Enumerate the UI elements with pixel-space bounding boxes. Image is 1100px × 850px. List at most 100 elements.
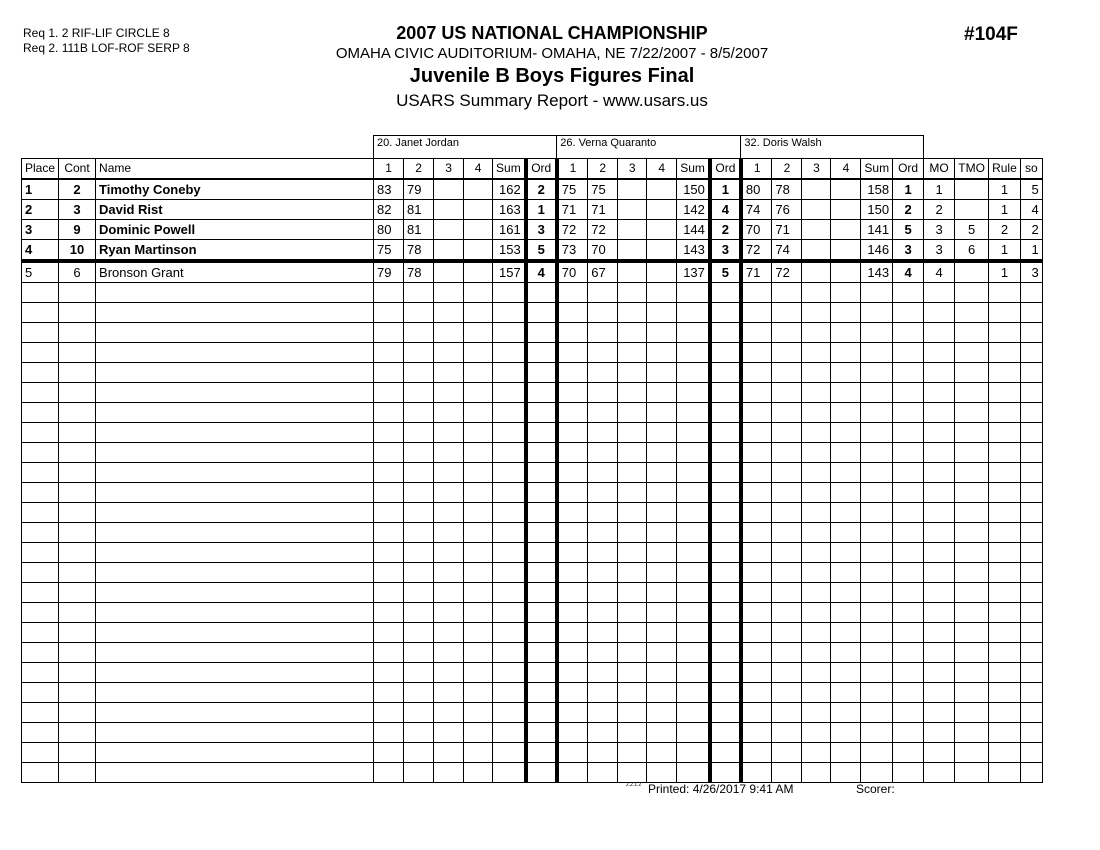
score-cell xyxy=(433,442,465,463)
score-cell: 75 xyxy=(587,178,619,200)
score-cell: 74 xyxy=(740,199,773,220)
table-row xyxy=(20,542,1043,563)
score-cell xyxy=(801,582,832,603)
score-cell xyxy=(830,642,862,663)
score-cell xyxy=(373,482,405,503)
cont-cell xyxy=(58,562,97,583)
score-cell xyxy=(463,442,494,463)
score-cell xyxy=(556,742,589,763)
score-cell xyxy=(646,422,678,443)
ordinal-cell xyxy=(892,702,925,723)
score-cell xyxy=(587,682,619,703)
score-cell xyxy=(801,622,832,643)
score-cell xyxy=(463,322,494,343)
score-cell xyxy=(740,482,773,503)
score-cell xyxy=(801,362,832,383)
score-cell xyxy=(433,702,465,723)
score-cell xyxy=(830,582,862,603)
table-row xyxy=(20,282,1043,303)
ordinal-cell xyxy=(892,402,925,423)
score-cell xyxy=(373,362,405,383)
score-cell xyxy=(403,482,435,503)
score-cell xyxy=(646,722,678,743)
score-cell xyxy=(433,219,465,240)
mo-cell xyxy=(923,582,956,603)
sum-cell: 144 xyxy=(676,219,711,240)
score-cell xyxy=(740,582,773,603)
score-cell xyxy=(801,522,832,543)
score-cell xyxy=(587,582,619,603)
score-cell xyxy=(556,542,589,563)
so-cell xyxy=(1019,522,1043,543)
ordinal-cell xyxy=(892,282,925,303)
score-cell xyxy=(463,502,494,523)
score-cell xyxy=(830,682,862,703)
mo-cell xyxy=(923,562,956,583)
sum-cell xyxy=(676,342,711,363)
score-cell xyxy=(433,322,465,343)
name-cell xyxy=(95,302,375,323)
table-row xyxy=(20,522,1043,543)
score-cell xyxy=(740,282,773,303)
score-cell: 78 xyxy=(403,239,435,263)
place-cell xyxy=(20,642,60,663)
sum-cell xyxy=(492,722,527,743)
tmo-cell xyxy=(954,282,990,303)
score-cell xyxy=(771,622,803,643)
sum-cell xyxy=(860,442,894,463)
score-cell xyxy=(433,382,465,403)
so-cell xyxy=(1019,362,1043,383)
ordinal-cell xyxy=(892,342,925,363)
score-cell: 71 xyxy=(587,199,619,220)
score-cell xyxy=(617,482,648,503)
sum-cell xyxy=(676,462,711,483)
name-cell xyxy=(95,382,375,403)
score-cell xyxy=(587,462,619,483)
score-cell xyxy=(556,342,589,363)
ordinal-cell xyxy=(523,742,559,763)
place-cell xyxy=(20,622,60,643)
sum-cell xyxy=(676,282,711,303)
score-cell: 70 xyxy=(556,260,589,283)
header-score: Ord xyxy=(892,158,925,180)
sum-cell xyxy=(676,302,711,323)
mo-cell xyxy=(923,422,956,443)
score-cell xyxy=(617,382,648,403)
score-cell xyxy=(617,582,648,603)
ordinal-cell xyxy=(523,382,559,403)
rule-cell xyxy=(988,462,1021,483)
score-cell xyxy=(587,542,619,563)
score-cell xyxy=(433,239,465,263)
score-cell xyxy=(646,219,678,240)
score-cell xyxy=(830,742,862,763)
score-cell xyxy=(830,342,862,363)
score-cell xyxy=(740,542,773,563)
cont-cell xyxy=(58,402,97,423)
mo-cell xyxy=(923,382,956,403)
rule-cell xyxy=(988,722,1021,743)
sum-cell xyxy=(492,342,527,363)
score-cell xyxy=(740,522,773,543)
name-cell xyxy=(95,642,375,663)
score-cell xyxy=(830,402,862,423)
score-cell xyxy=(433,362,465,383)
footer-code: 2.2.1.2 xyxy=(626,782,642,788)
ordinal-cell xyxy=(707,682,743,703)
rule-cell xyxy=(988,502,1021,523)
sum-cell xyxy=(860,302,894,323)
place-cell xyxy=(20,682,60,703)
score-cell xyxy=(801,722,832,743)
sum-cell xyxy=(492,682,527,703)
mo-cell xyxy=(923,642,956,663)
rule-cell xyxy=(988,702,1021,723)
so-cell xyxy=(1019,702,1043,723)
sum-cell: 161 xyxy=(492,219,527,240)
score-cell xyxy=(830,219,862,240)
score-cell xyxy=(463,178,494,200)
ordinal-cell xyxy=(892,682,925,703)
score-cell xyxy=(740,302,773,323)
place-cell xyxy=(20,522,60,543)
score-cell xyxy=(801,542,832,563)
sum-cell xyxy=(492,662,527,683)
score-cell xyxy=(830,199,862,220)
